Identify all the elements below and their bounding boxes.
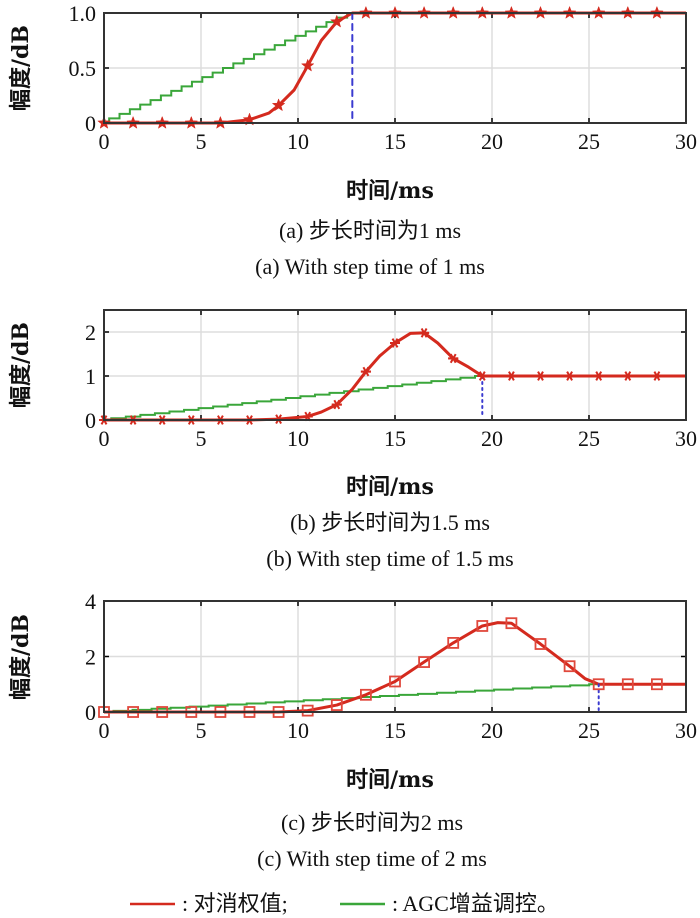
data-marker-asterisk	[419, 328, 430, 338]
x-tick-label: 0	[99, 426, 110, 451]
x-tick-label: 15	[384, 129, 406, 154]
data-marker-asterisk	[564, 371, 575, 381]
data-marker-square	[359, 688, 372, 701]
x-tick-label: 20	[481, 718, 503, 743]
legend-label-weight: : 对消权值;	[182, 891, 288, 916]
data-marker-square	[301, 704, 314, 717]
x-tick-label: 15	[384, 426, 406, 451]
x-tick-label: 30	[675, 426, 697, 451]
data-marker-star	[271, 98, 286, 112]
panel-a: 0 5 10 15 20 25 30 0 0.5 1.0 幅度/dB	[8, 1, 697, 154]
x-tick-label: 10	[287, 718, 309, 743]
data-marker-asterisk	[448, 353, 459, 364]
x-tick-label: 15	[384, 718, 406, 743]
x-tick-label: 10	[287, 129, 309, 154]
caption-cn-b: (b) 步长时间为1.5 ms	[290, 510, 490, 535]
data-marker-asterisk	[506, 371, 517, 381]
x-tick-label: 30	[675, 718, 697, 743]
data-marker-square	[592, 678, 605, 691]
y-tick-label: 2	[85, 645, 96, 670]
x-tick-label: 20	[481, 129, 503, 154]
data-marker-asterisk	[360, 366, 371, 377]
series-line-agc	[104, 375, 686, 421]
y-tick-label: 1.0	[69, 1, 97, 26]
x-tick-label: 5	[196, 718, 207, 743]
y-tick-label: 0	[85, 408, 96, 433]
axes-frame	[103, 309, 687, 421]
data-marker-asterisk	[622, 371, 633, 381]
y-axis-label: 幅度/dB	[8, 322, 34, 408]
data-marker-square	[418, 656, 431, 668]
axes-frame	[103, 600, 687, 713]
data-marker-asterisk	[651, 371, 662, 381]
data-marker-square	[651, 678, 663, 691]
panel-c: 0 5 10 15 20 25 30 0 2 4 幅度/dB	[8, 589, 697, 743]
y-tick-label: 0	[85, 700, 96, 725]
data-marker-star	[329, 14, 344, 28]
caption-cn-a: (a) 步长时间为1 ms	[279, 218, 461, 243]
legend-label-agc: : AGC增益调控。	[392, 891, 559, 916]
data-marker-asterisk	[390, 338, 400, 348]
caption-en-a: (a) With step time of 1 ms	[255, 254, 485, 279]
data-marker-asterisk	[331, 399, 342, 410]
caption-en-c: (c) With step time of 2 ms	[257, 846, 487, 871]
data-marker-square	[476, 620, 489, 632]
data-marker-asterisk	[535, 371, 546, 381]
x-tick-label: 30	[675, 129, 697, 154]
y-tick-label: 0.5	[69, 56, 97, 81]
data-marker-square	[621, 678, 634, 691]
x-tick-label: 10	[287, 426, 309, 451]
y-tick-label: 1	[85, 364, 96, 389]
y-axis-label: 幅度/dB	[8, 25, 34, 111]
data-marker-asterisk	[477, 371, 488, 381]
y-tick-label: 4	[85, 589, 96, 614]
data-marker-asterisk	[593, 371, 604, 381]
x-tick-label: 0	[99, 129, 110, 154]
data-marker-star	[300, 58, 315, 72]
data-marker-square	[563, 660, 576, 673]
x-tick-label: 5	[196, 129, 207, 154]
data-marker-square	[330, 699, 343, 711]
x-axis-label-b: 时间/ms	[346, 474, 434, 500]
x-tick-label: 5	[196, 426, 207, 451]
caption-en-b: (b) With step time of 1.5 ms	[266, 546, 513, 571]
x-tick-label: 25	[578, 426, 600, 451]
data-marker-square	[505, 617, 518, 630]
caption-cn-c: (c) 步长时间为2 ms	[281, 810, 463, 835]
y-tick-label: 2	[85, 320, 96, 345]
legend: : 对消权值; : AGC增益调控。	[130, 891, 559, 916]
data-marker-square	[389, 675, 401, 688]
x-tick-label: 25	[578, 718, 600, 743]
x-tick-label: 0	[99, 718, 110, 743]
y-tick-label: 0	[85, 111, 96, 136]
data-marker-square	[447, 637, 460, 649]
x-tick-label: 20	[481, 426, 503, 451]
panel-b: 0 5 10 15 20 25 30 0 1 2 幅度/dB	[8, 309, 697, 451]
x-tick-label: 25	[578, 129, 600, 154]
x-axis-label-c: 时间/ms	[346, 767, 434, 793]
data-marker-square	[534, 638, 547, 650]
x-axis-label-a: 时间/ms	[346, 178, 434, 204]
series-line-agc	[104, 12, 686, 124]
y-axis-label: 幅度/dB	[8, 614, 34, 700]
axes-frame	[103, 12, 687, 124]
